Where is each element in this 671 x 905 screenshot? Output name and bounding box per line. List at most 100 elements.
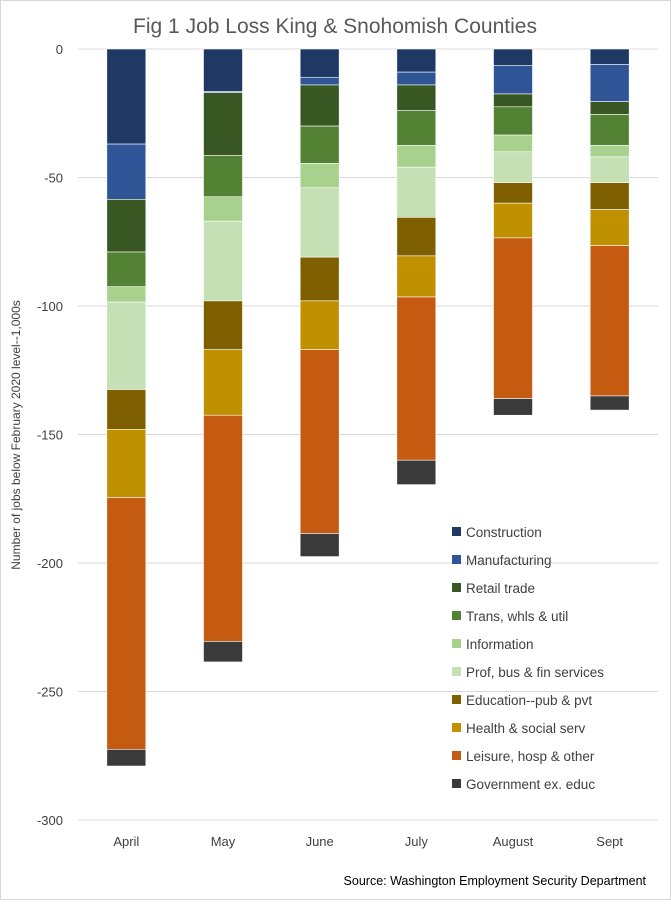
legend-swatch bbox=[452, 583, 461, 592]
legend-swatch bbox=[452, 555, 461, 564]
y-axis-title: Number of jobs below February 2020 level… bbox=[9, 300, 23, 569]
legend-swatch bbox=[452, 723, 461, 732]
bar-segment bbox=[106, 143, 147, 200]
bar-segment bbox=[589, 245, 630, 397]
bar-segment bbox=[299, 125, 340, 164]
legend-swatch bbox=[452, 639, 461, 648]
gridlines bbox=[78, 48, 658, 821]
bar-segment bbox=[589, 182, 630, 210]
bar-segment bbox=[396, 48, 437, 73]
bar-segment bbox=[299, 76, 340, 86]
bar-segment bbox=[106, 749, 147, 767]
bar-segment bbox=[589, 395, 630, 411]
bar-segment bbox=[203, 414, 243, 642]
bar-segment bbox=[396, 459, 437, 485]
bar-segment bbox=[493, 398, 533, 416]
bar-segment bbox=[203, 349, 243, 416]
bar-segment bbox=[396, 71, 437, 86]
bar-segment bbox=[396, 145, 437, 168]
bar-segment bbox=[396, 84, 437, 111]
legend-swatch bbox=[452, 667, 461, 676]
bar-segment bbox=[493, 48, 533, 67]
source-note: Source: Washington Employment Security D… bbox=[344, 874, 647, 888]
bar-segment bbox=[396, 110, 437, 146]
legend-swatch bbox=[452, 611, 461, 620]
legend-label: Information bbox=[466, 637, 534, 652]
legend-label: Education--pub & pvt bbox=[466, 693, 592, 708]
bar-segment bbox=[493, 202, 533, 239]
legend: Construction Manufacturing Retail trade Tra… bbox=[452, 525, 604, 792]
bar-segment bbox=[589, 101, 630, 115]
legend-swatch bbox=[452, 695, 461, 704]
bar-segment bbox=[299, 533, 340, 557]
bar-segment bbox=[493, 93, 533, 108]
bar-segment bbox=[203, 641, 243, 663]
legend-swatch bbox=[452, 751, 461, 760]
y-axis-ticks: 0 -50 -100 -150 -200 -250 -300 bbox=[37, 42, 63, 828]
bar-segment bbox=[396, 255, 437, 298]
y-tick-label: -50 bbox=[44, 171, 63, 186]
bar-segment bbox=[493, 134, 533, 153]
bar-segment bbox=[106, 389, 147, 430]
bar-segment bbox=[589, 64, 630, 102]
bar-segment bbox=[203, 48, 243, 92]
bar-segment bbox=[203, 92, 243, 156]
bar-segment bbox=[106, 429, 147, 498]
bar-segment bbox=[299, 163, 340, 189]
bar-segment bbox=[493, 182, 533, 204]
bar-segment bbox=[589, 48, 630, 65]
bar-segment bbox=[493, 237, 533, 399]
x-tick-label: June bbox=[306, 834, 334, 849]
bar-segment bbox=[396, 296, 437, 461]
y-tick-label: -300 bbox=[37, 813, 63, 828]
x-axis-ticks: April May June July August Sept bbox=[113, 834, 623, 849]
legend-swatch bbox=[452, 527, 461, 536]
x-tick-label: May bbox=[211, 834, 236, 849]
bar-segment bbox=[106, 251, 147, 288]
bars bbox=[106, 48, 630, 767]
bar-segment bbox=[589, 145, 630, 158]
chart-title: Fig 1 Job Loss King & Snohomish Counties bbox=[133, 15, 537, 38]
x-tick-label: April bbox=[113, 834, 139, 849]
bar-segment bbox=[396, 217, 437, 257]
y-tick-label: -200 bbox=[37, 556, 63, 571]
bar-segment bbox=[299, 349, 340, 534]
bar-segment bbox=[493, 106, 533, 136]
legend-label: Construction bbox=[466, 525, 542, 540]
bar-segment bbox=[106, 301, 147, 390]
legend-label: Manufacturing bbox=[466, 553, 552, 568]
bar-segment bbox=[589, 209, 630, 246]
legend-label: Retail trade bbox=[466, 581, 535, 596]
legend-label: Government ex. educ bbox=[466, 777, 595, 792]
legend-label: Prof, bus & fin services bbox=[466, 665, 604, 680]
bar-segment bbox=[106, 286, 147, 303]
legend-swatch bbox=[452, 779, 461, 788]
y-tick-label: -150 bbox=[37, 428, 63, 443]
legend-label: Trans, whls & util bbox=[466, 609, 568, 624]
y-tick-label: -250 bbox=[37, 685, 63, 700]
bar-segment bbox=[106, 497, 147, 750]
x-tick-label: August bbox=[493, 834, 534, 849]
bar-segment bbox=[203, 196, 243, 222]
bar-segment bbox=[396, 166, 437, 218]
x-tick-label: Sept bbox=[596, 834, 623, 849]
y-tick-label: -100 bbox=[37, 299, 63, 314]
bar-segment bbox=[493, 151, 533, 183]
bar-segment bbox=[299, 300, 340, 350]
bar-segment bbox=[203, 155, 243, 198]
legend-label: Health & social serv bbox=[466, 721, 586, 736]
bar-segment bbox=[299, 48, 340, 78]
bar-segment bbox=[299, 187, 340, 258]
x-tick-label: July bbox=[405, 834, 429, 849]
bar-segment bbox=[299, 256, 340, 302]
bar-segment bbox=[589, 114, 630, 146]
bar-segment bbox=[203, 300, 243, 350]
bar-segment bbox=[203, 220, 243, 302]
y-tick-label: 0 bbox=[56, 42, 63, 57]
bar-segment bbox=[299, 84, 340, 127]
bar-segment bbox=[589, 156, 630, 183]
bar-segment bbox=[106, 199, 147, 253]
bar-segment bbox=[106, 48, 147, 145]
